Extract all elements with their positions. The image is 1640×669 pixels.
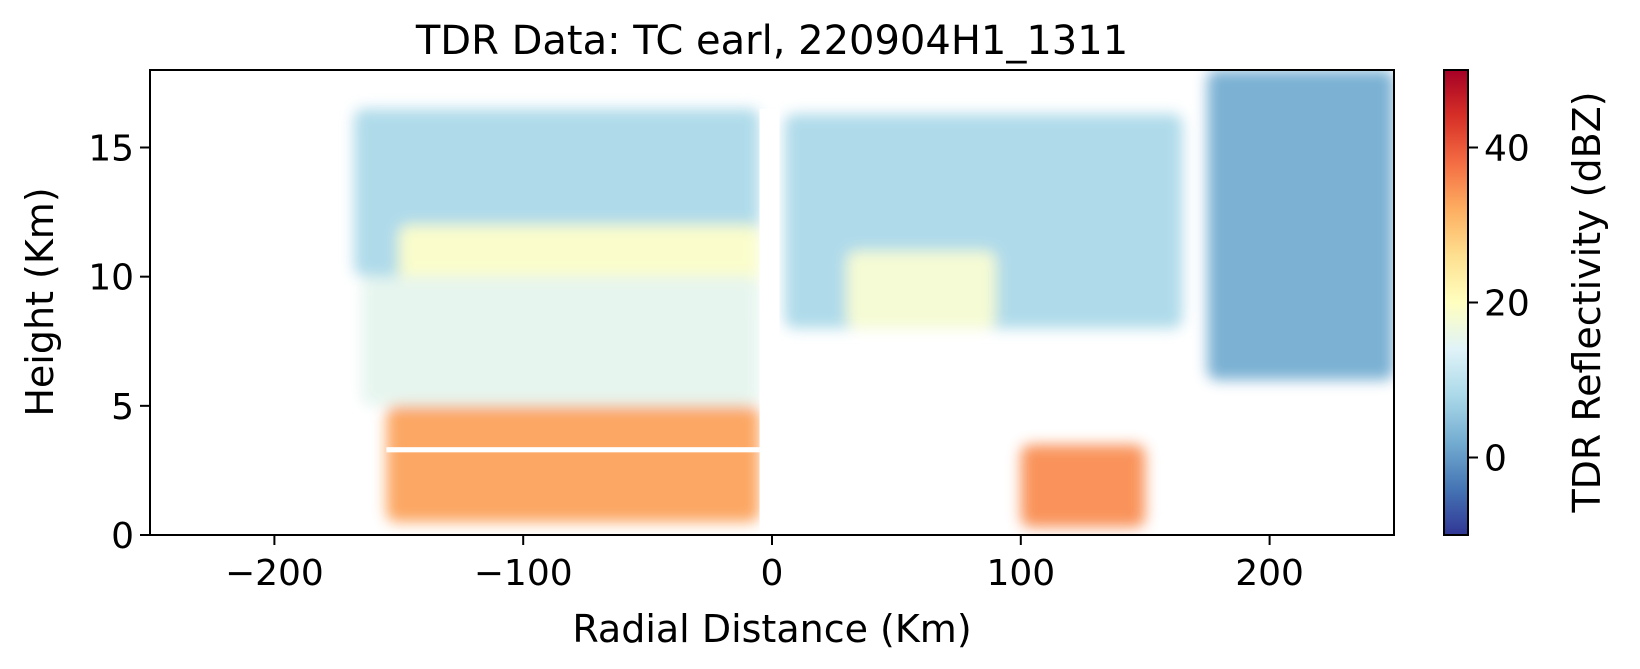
x-axis-label: Radial Distance (Km) (572, 607, 971, 651)
center-gap (759, 108, 780, 535)
colorbar-tick-label: 40 (1484, 129, 1530, 170)
y-axis-label: Height (Km) (18, 187, 62, 416)
colorbar-label: TDR Reflectivity (dBZ) (1565, 91, 1609, 513)
region-far-right-echoes (1207, 70, 1394, 380)
x-axis: −200 −100 0 100 200 (225, 535, 1304, 594)
x-tick-label: 0 (761, 553, 784, 594)
colorbar-ticks: 0 20 40 (1468, 129, 1530, 480)
y-axis: 0 5 10 15 (88, 129, 150, 557)
x-tick-label: −200 (225, 553, 324, 594)
reflectivity-field (354, 70, 1394, 535)
region-right-low-level-rain (1020, 444, 1146, 528)
x-tick-label: 100 (986, 553, 1055, 594)
colorbar-tick-label: 20 (1484, 284, 1530, 325)
region-left-low-level-rain (386, 405, 760, 523)
chart-title: TDR Data: TC earl, 220904H1_1311 (415, 18, 1128, 64)
colorbar-tick-label: 0 (1484, 439, 1507, 480)
region-right-bright-band (846, 250, 996, 329)
y-tick-label: 0 (111, 516, 134, 557)
x-tick-label: 200 (1235, 553, 1304, 594)
region-left-mid-level (361, 276, 760, 406)
x-tick-label: −100 (474, 553, 573, 594)
y-tick-label: 5 (111, 387, 134, 428)
level-gap (386, 447, 760, 453)
plot-frame (149, 69, 1395, 536)
colorbar (1443, 69, 1469, 536)
y-tick-label: 15 (88, 129, 134, 170)
y-tick-label: 10 (88, 258, 134, 299)
